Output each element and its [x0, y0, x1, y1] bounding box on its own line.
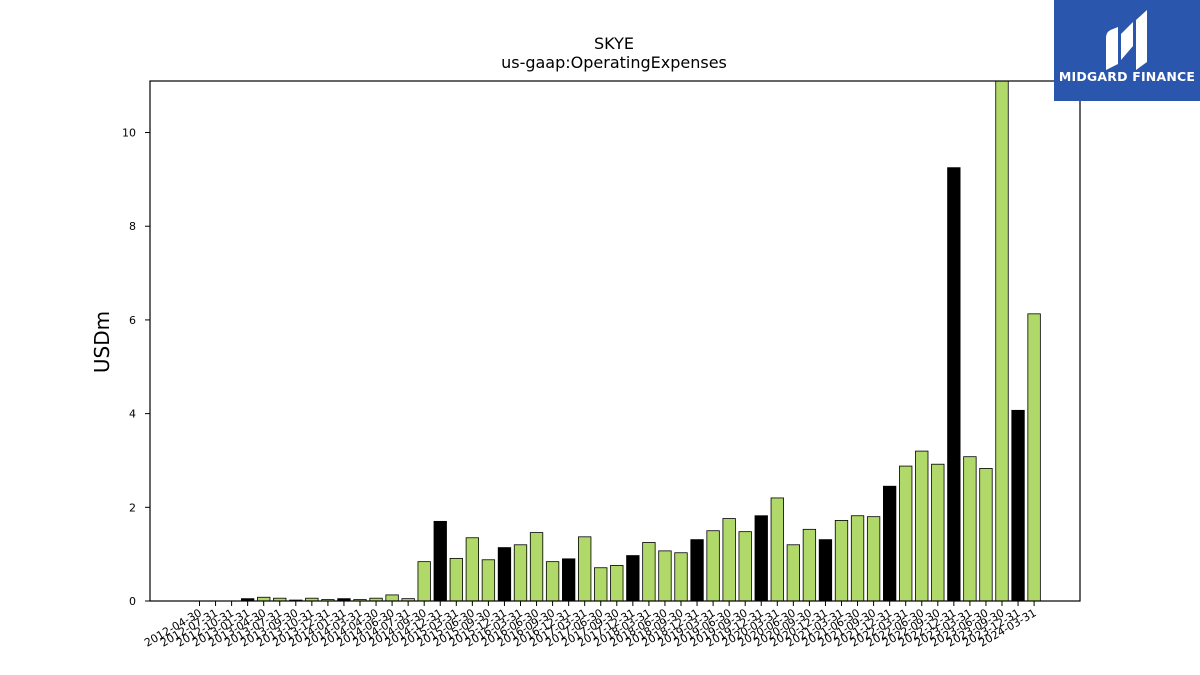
logo: MIDGARD FINANCE: [1054, 0, 1200, 101]
bar-2017-12-31: [626, 555, 640, 602]
bar-2023-09-30: [995, 80, 1009, 602]
x-ticks-group: 2012-04-302012-07-312012-10-312013-01-31…: [142, 601, 1039, 650]
plot-area-frame: [149, 80, 1081, 602]
bar-2019-12-31: [754, 515, 768, 602]
bar-2020-09-30: [802, 528, 817, 602]
bar-2018-06-30: [658, 550, 672, 602]
bar-2020-06-30: [786, 544, 800, 602]
bar-2017-06-30: [594, 567, 608, 602]
y-tick-label: 6: [129, 314, 136, 327]
bar-2023-03-31: [963, 456, 977, 602]
bar-2015-03-31: [449, 557, 463, 602]
bar-2014-12-31: [433, 520, 447, 602]
y-tick-label: 4: [129, 408, 136, 421]
bar-2021-03-31: [834, 520, 849, 602]
bar-2022-12-31: [947, 167, 961, 602]
bar-2024-03-31: [1027, 313, 1041, 602]
bar-2021-09-30: [866, 516, 881, 602]
bar-2015-06-30: [465, 537, 480, 602]
bar-2022-06-30: [915, 450, 929, 602]
bar-2016-12-31: [562, 558, 576, 602]
bar-2020-03-31: [770, 497, 784, 602]
logo-mark-icon: [1106, 10, 1147, 70]
chart-title: SKYE: [594, 34, 634, 53]
bar-2018-12-31: [690, 539, 704, 602]
bar-2022-09-30: [931, 463, 945, 602]
bar-2023-12-31: [1011, 409, 1025, 602]
y-ticks-group: 0 2 4 6 8 10: [122, 127, 150, 608]
y-tick-label: 8: [129, 220, 136, 233]
bar-2016-09-30: [545, 561, 560, 602]
bar-2014-09-30: [417, 561, 431, 602]
chart-subtitle: us-gaap:OperatingExpenses: [501, 53, 727, 72]
bar-2019-06-30: [722, 518, 736, 602]
y-tick-label: 2: [129, 501, 136, 514]
bar-2017-03-31: [578, 536, 592, 602]
bar-2016-03-31: [513, 544, 528, 602]
y-tick-label: 10: [122, 127, 136, 140]
bar-2021-12-31: [883, 485, 897, 602]
bar-2021-06-30: [850, 515, 865, 602]
logo-text: MIDGARD FINANCE: [1059, 69, 1195, 84]
bar-2019-09-30: [738, 531, 752, 602]
bar-2018-03-31: [642, 542, 656, 602]
bar-2015-09-30: [481, 559, 496, 602]
y-tick-label: 0: [129, 595, 136, 608]
bar-2018-09-30: [674, 552, 688, 602]
bar-2019-03-31: [706, 530, 720, 602]
bar-2017-09-30: [610, 565, 624, 602]
bar-2016-06-30: [529, 532, 544, 602]
bar-2014-06-30: [385, 594, 399, 602]
bar-2023-06-30: [979, 468, 993, 602]
bar-2020-12-31: [818, 539, 833, 602]
bar-2015-12-31: [497, 547, 512, 602]
y-axis-label: USDm: [90, 311, 114, 373]
bars-group: [240, 80, 1041, 602]
bar-2022-03-31: [899, 465, 913, 602]
